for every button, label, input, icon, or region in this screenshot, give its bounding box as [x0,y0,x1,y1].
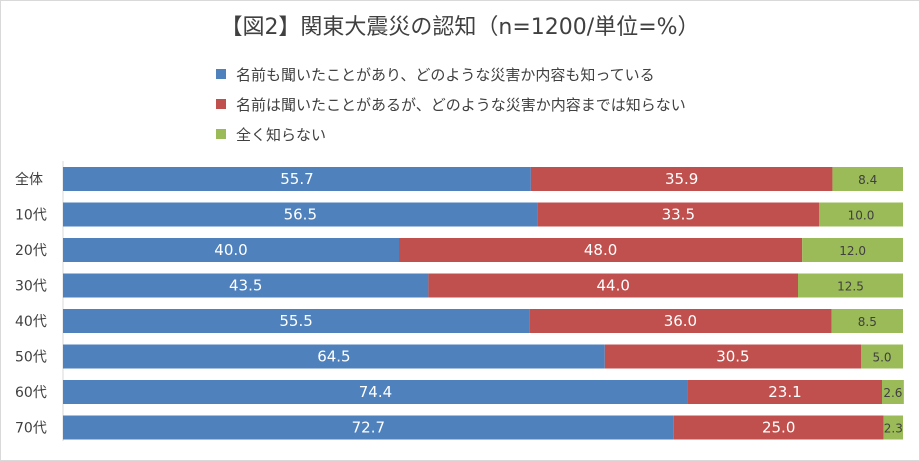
bar-segment [798,273,903,298]
data-label: 74.4 [359,383,392,401]
data-label: 10.0 [848,209,875,223]
category-tick-label: 30代 [15,279,47,295]
data-label: 35.9 [665,170,698,188]
category-tick-label: 10代 [15,208,47,224]
data-label: 8.5 [858,315,877,329]
legend-item: 全く知らない [216,119,686,149]
bar-segment [63,202,538,227]
data-label: 44.0 [596,277,629,295]
data-label: 2.3 [884,422,903,436]
data-label: 64.5 [317,348,350,366]
data-label: 55.7 [280,170,313,188]
data-label: 2.6 [883,386,902,400]
bar-segment [63,344,605,369]
bar-segment [530,167,833,191]
bar-segment [604,344,861,369]
bar-segment [687,380,882,404]
bar-segment [537,202,819,227]
bar-segment [819,202,903,227]
legend-swatch [216,99,226,109]
legend-swatch [216,69,226,79]
data-label: 12.0 [839,244,866,258]
category-tick-label: 40代 [15,314,47,330]
legend-item: 名前も聞いたことがあり、どのような災害か内容も知っている [216,59,686,89]
bar-segment [399,238,803,262]
bar-segment [861,344,903,369]
bar-segment [673,415,884,440]
bar-segment [63,238,399,262]
legend-label: 全く知らない [236,125,327,144]
data-label: 30.5 [716,348,749,366]
bar-segment [882,380,904,404]
data-label: 55.5 [279,312,312,330]
data-label: 8.4 [858,173,877,187]
bar-segment [529,309,832,333]
data-label: 5.0 [872,351,891,365]
data-label: 48.0 [584,241,617,259]
bar-segment [63,273,429,298]
data-label: 56.5 [284,206,317,224]
bar-segment [802,238,903,262]
bar-segment [832,167,903,191]
legend-swatch [216,129,226,139]
legend-label: 名前も聞いたことがあり、どのような災害か内容も知っている [236,65,655,84]
data-label: 72.7 [352,419,385,437]
bar-segment [883,415,903,440]
data-label: 12.5 [837,280,864,294]
data-label: 36.0 [664,312,697,330]
data-label: 43.5 [229,277,262,295]
data-label: 23.1 [768,383,801,401]
category-tick-label: 60代 [15,385,47,401]
data-label: 33.5 [662,206,695,224]
bar-segment [63,380,688,404]
category-tick-label: 20代 [15,243,47,259]
data-label: 25.0 [762,419,795,437]
chart-title: 【図2】関東大震災の認知（n=1200/単位=%） [220,15,700,40]
legend-item: 名前は聞いたことがあるが、どのような災害か内容までは知らない [216,89,686,119]
category-tick-label: 全体 [15,171,43,188]
bar-segment [63,415,674,440]
legend-label: 名前は聞いたことがあるが、どのような災害か内容までは知らない [236,95,686,114]
chart-legend: 名前も聞いたことがあり、どのような災害か内容も知っている名前は聞いたことがあるが… [216,59,686,149]
category-tick-label: 50代 [15,350,47,366]
bar-segment [63,309,530,333]
bar-segment [831,309,903,333]
bar-segment [63,167,531,191]
bar-segment [428,273,798,298]
data-label: 40.0 [214,241,247,259]
category-tick-label: 70代 [15,421,47,437]
